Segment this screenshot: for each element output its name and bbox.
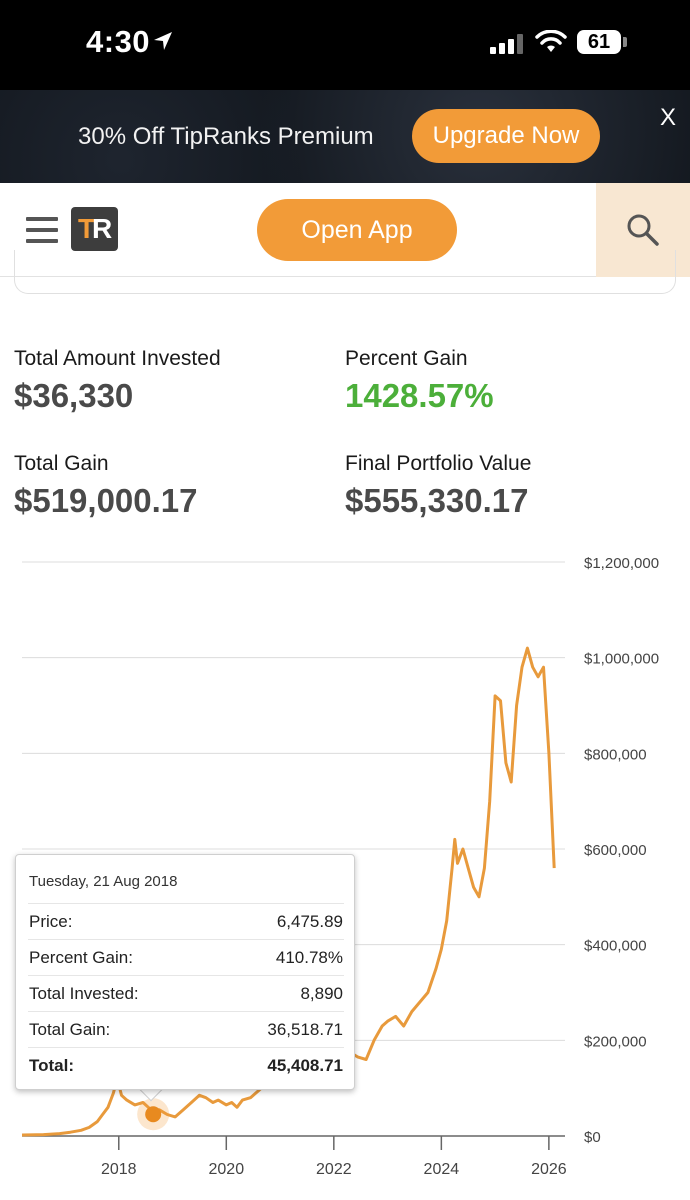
x-tick-label: 2026 xyxy=(531,1161,567,1178)
x-tick-label: 2018 xyxy=(101,1161,137,1178)
final-value-value: $555,330.17 xyxy=(345,482,529,519)
battery-tip xyxy=(623,37,627,47)
y-tick-label: $0 xyxy=(584,1129,601,1146)
tooltip-value: 36,518.71 xyxy=(267,1020,343,1039)
tooltip-key: Price: xyxy=(29,912,73,931)
logo-letter-t: T xyxy=(78,213,96,244)
tooltip-value: 45,408.71 xyxy=(267,1056,343,1075)
x-tick-label: 2020 xyxy=(209,1161,245,1178)
hover-point[interactable] xyxy=(145,1106,162,1123)
status-time: 4:30 xyxy=(86,24,151,59)
final-value-stat: Final Portfolio Value $555,330.17 xyxy=(345,452,531,520)
close-promo-button[interactable]: X xyxy=(660,104,677,131)
chart-tooltip: Tuesday, 21 Aug 2018 Price: 6,475.89 Per… xyxy=(15,854,355,1090)
tooltip-row-total-gain: Total Gain: 36,518.71 xyxy=(28,1011,344,1047)
promo-banner: 30% Off TipRanks Premium Upgrade Now xyxy=(0,90,690,183)
y-tick-label: $200,000 xyxy=(584,1033,647,1050)
upgrade-now-button[interactable]: Upgrade Now xyxy=(412,109,600,163)
tooltip-value: 8,890 xyxy=(300,984,343,1003)
final-value-label: Final Portfolio Value xyxy=(345,452,532,475)
tooltip-key: Total Invested: xyxy=(29,984,139,1003)
total-gain-stat: Total Gain $519,000.17 xyxy=(14,452,198,520)
percent-gain-value: 1428.57% xyxy=(345,377,494,414)
percent-gain-label: Percent Gain xyxy=(345,347,468,370)
total-invested-stat: Total Amount Invested $36,330 xyxy=(14,347,221,415)
cellular-signal-icon xyxy=(490,34,523,54)
battery-indicator: 61 xyxy=(577,30,621,54)
y-tick-label: $1,200,000 xyxy=(584,555,659,572)
x-tick-label: 2022 xyxy=(316,1161,352,1178)
tooltip-key: Percent Gain: xyxy=(29,948,133,967)
card-bottom-edge xyxy=(14,250,676,294)
y-tick-label: $1,000,000 xyxy=(584,651,659,668)
location-arrow-icon xyxy=(154,32,172,50)
search-icon xyxy=(627,214,659,246)
total-invested-value: $36,330 xyxy=(14,377,134,414)
tooltip-value: 6,475.89 xyxy=(276,912,343,931)
tooltip-key: Total: xyxy=(29,1056,75,1075)
tooltip-row-total: Total: 45,408.71 xyxy=(28,1047,344,1083)
total-invested-label: Total Amount Invested xyxy=(14,347,221,370)
top-navbar: T R Open App xyxy=(0,183,690,277)
tooltip-row-total-invested: Total Invested: 8,890 xyxy=(28,975,344,1011)
open-app-button[interactable]: Open App xyxy=(257,199,457,261)
wifi-icon xyxy=(535,30,567,52)
menu-icon[interactable] xyxy=(26,217,58,243)
promo-text: 30% Off TipRanks Premium xyxy=(78,123,374,150)
status-bar: 4:30 61 xyxy=(0,0,690,90)
tipranks-logo[interactable]: T R xyxy=(71,207,118,251)
tooltip-row-price: Price: 6,475.89 xyxy=(28,903,344,939)
y-tick-label: $400,000 xyxy=(584,938,647,955)
y-tick-label: $600,000 xyxy=(584,842,647,859)
total-gain-value: $519,000.17 xyxy=(14,482,198,519)
logo-letter-r: R xyxy=(92,213,113,244)
tooltip-value: 410.78% xyxy=(275,948,343,967)
percent-gain-stat: Percent Gain 1428.57% xyxy=(345,347,494,415)
total-gain-label: Total Gain xyxy=(14,452,109,475)
x-tick-label: 2024 xyxy=(424,1161,460,1178)
y-tick-label: $800,000 xyxy=(584,746,647,763)
tooltip-date: Tuesday, 21 Aug 2018 xyxy=(29,873,178,890)
tooltip-row-percent-gain: Percent Gain: 410.78% xyxy=(28,939,344,975)
tooltip-key: Total Gain: xyxy=(29,1020,111,1039)
